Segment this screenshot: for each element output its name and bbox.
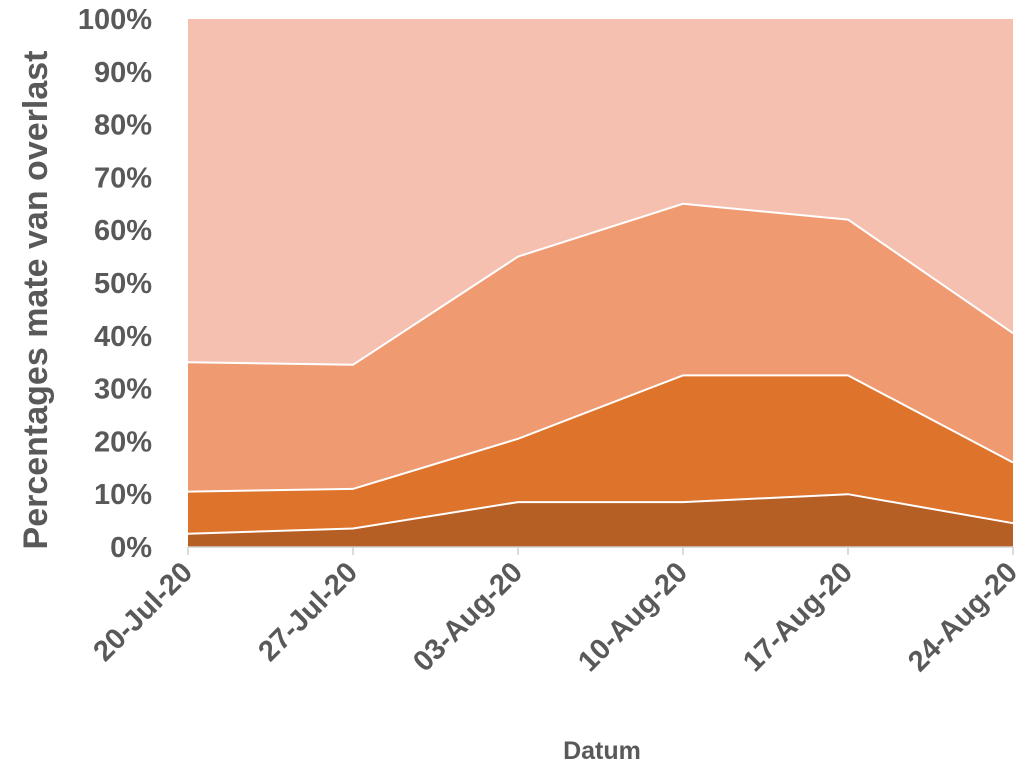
x-axis-title: Datum xyxy=(563,737,641,765)
series-boundaries xyxy=(187,202,1014,535)
y-axis-title: Percentages mate van overlast xyxy=(17,51,55,550)
x-tick-label: 10-Aug-20 xyxy=(572,556,694,678)
y-tick-labels: 0% 10% 20% 30% 40% 50% 60% 70% 80% 90% 100% xyxy=(78,4,152,564)
x-tick-label: 03-Aug-20 xyxy=(407,556,529,678)
y-tick-label: 30% xyxy=(94,374,152,406)
series-boundary-1 xyxy=(187,493,1014,535)
x-tick-labels: 20-Jul-20 27-Jul-20 03-Aug-20 10-Aug-20 17-A… xyxy=(87,556,1021,678)
x-tick-label: 20-Jul-20 xyxy=(87,556,199,668)
y-tick-label: 70% xyxy=(94,162,152,194)
y-tick-label: 0% xyxy=(110,532,152,564)
x-tick-label: 17-Aug-20 xyxy=(737,556,859,678)
series-boundary-3 xyxy=(187,202,1014,366)
y-tick-label: 10% xyxy=(94,479,152,511)
y-tick-label: 50% xyxy=(94,268,152,300)
chart-axes xyxy=(187,546,1014,555)
y-tick-label: 90% xyxy=(94,57,152,89)
y-tick-label: 20% xyxy=(94,426,152,458)
chart-areas xyxy=(188,19,1013,547)
area-series-4 xyxy=(188,19,1013,365)
y-tick-label: 40% xyxy=(94,321,152,353)
y-tick-label: 100% xyxy=(78,4,152,36)
y-tick-label: 60% xyxy=(94,215,152,247)
area-series-2 xyxy=(188,375,1013,534)
series-boundary-2 xyxy=(187,374,1014,493)
area-series-3 xyxy=(188,203,1013,492)
x-tick-label: 24-Aug-20 xyxy=(902,556,1021,678)
y-tick-label: 80% xyxy=(94,110,152,142)
x-tick-label: 27-Jul-20 xyxy=(252,556,364,668)
area-series-1 xyxy=(188,494,1013,547)
